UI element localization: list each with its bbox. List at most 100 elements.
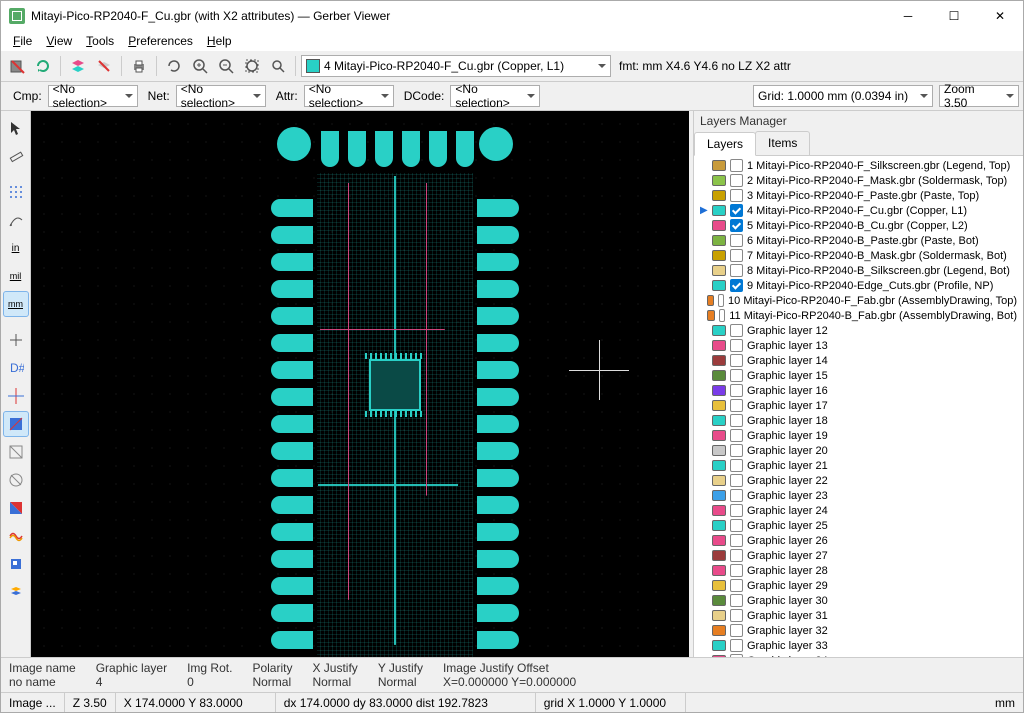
mm-unit-icon[interactable]: mm	[3, 291, 29, 317]
clear-layer-icon[interactable]	[92, 54, 116, 78]
cursor-shape-icon[interactable]	[3, 327, 29, 353]
cmp-dropdown[interactable]: <No selection>	[48, 85, 138, 107]
zoom-in-icon[interactable]	[188, 54, 212, 78]
axis-origin-icon[interactable]	[3, 383, 29, 409]
layer-row[interactable]: Graphic layer 20	[694, 443, 1023, 458]
layer-row[interactable]: Graphic layer 21	[694, 458, 1023, 473]
zoom-selection-icon[interactable]	[266, 54, 290, 78]
layer-row[interactable]: 1 Mitayi-Pico-RP2040-F_Silkscreen.gbr (L…	[694, 158, 1023, 173]
layer-checkbox[interactable]	[730, 504, 743, 517]
zoom-redraw-icon[interactable]	[162, 54, 186, 78]
tab-items[interactable]: Items	[755, 131, 810, 155]
layers-icon[interactable]	[66, 54, 90, 78]
grid-icon[interactable]	[3, 179, 29, 205]
layer-row[interactable]: 3 Mitayi-Pico-RP2040-F_Paste.gbr (Paste,…	[694, 188, 1023, 203]
layer-checkbox[interactable]	[718, 294, 724, 307]
dcode-display-icon[interactable]: D#	[3, 355, 29, 381]
layer-checkbox[interactable]	[730, 549, 743, 562]
layer-checkbox[interactable]	[730, 564, 743, 577]
delete-all-icon[interactable]	[5, 54, 29, 78]
layer-checkbox[interactable]	[730, 594, 743, 607]
layer-checkbox[interactable]	[730, 474, 743, 487]
maximize-button[interactable]: ☐	[931, 1, 977, 31]
sketch-lines-icon[interactable]	[3, 411, 29, 437]
minimize-button[interactable]: ─	[885, 1, 931, 31]
layer-row[interactable]: Graphic layer 17	[694, 398, 1023, 413]
layer-checkbox[interactable]	[730, 174, 743, 187]
menu-view[interactable]: View	[40, 32, 78, 50]
layer-checkbox[interactable]	[730, 384, 743, 397]
layer-checkbox[interactable]	[730, 534, 743, 547]
layer-row[interactable]: Graphic layer 22	[694, 473, 1023, 488]
measure-tool-icon[interactable]	[3, 143, 29, 169]
layer-checkbox[interactable]	[730, 444, 743, 457]
inches-unit-icon[interactable]: in	[3, 235, 29, 261]
high-contrast-icon[interactable]	[3, 551, 29, 577]
layer-checkbox[interactable]	[730, 519, 743, 532]
zoom-fit-icon[interactable]	[240, 54, 264, 78]
layer-row[interactable]: Graphic layer 31	[694, 608, 1023, 623]
layer-checkbox[interactable]	[730, 279, 743, 292]
layer-row[interactable]: Graphic layer 14	[694, 353, 1023, 368]
layer-checkbox[interactable]	[730, 234, 743, 247]
menu-help[interactable]: Help	[201, 32, 238, 50]
layer-checkbox[interactable]	[730, 249, 743, 262]
layer-row[interactable]: Graphic layer 16	[694, 383, 1023, 398]
layer-dropdown[interactable]: 4 Mitayi-Pico-RP2040-F_Cu.gbr (Copper, L…	[301, 55, 611, 77]
layer-row[interactable]: Graphic layer 24	[694, 503, 1023, 518]
layer-row[interactable]: Graphic layer 15	[694, 368, 1023, 383]
layer-checkbox[interactable]	[730, 429, 743, 442]
sketch-polygon-icon[interactable]	[3, 467, 29, 493]
layer-row[interactable]: 7 Mitayi-Pico-RP2040-B_Mask.gbr (Solderm…	[694, 248, 1023, 263]
layer-row[interactable]: 8 Mitayi-Pico-RP2040-B_Silkscreen.gbr (L…	[694, 263, 1023, 278]
diff-mode-icon[interactable]	[3, 523, 29, 549]
layer-list[interactable]: 1 Mitayi-Pico-RP2040-F_Silkscreen.gbr (L…	[694, 156, 1023, 657]
layer-checkbox[interactable]	[730, 204, 743, 217]
layer-checkbox[interactable]	[730, 579, 743, 592]
tab-layers[interactable]: Layers	[694, 132, 756, 156]
layer-checkbox[interactable]	[730, 354, 743, 367]
layer-row[interactable]: Graphic layer 28	[694, 563, 1023, 578]
layer-row[interactable]: Graphic layer 13	[694, 338, 1023, 353]
layer-checkbox[interactable]	[730, 369, 743, 382]
layer-checkbox[interactable]	[730, 219, 743, 232]
sketch-flash-icon[interactable]	[3, 439, 29, 465]
zoom-out-icon[interactable]	[214, 54, 238, 78]
attr-dropdown[interactable]: <No selection>	[304, 85, 394, 107]
layer-row[interactable]: Graphic layer 29	[694, 578, 1023, 593]
layer-checkbox[interactable]	[730, 639, 743, 652]
menu-file[interactable]: File	[7, 32, 38, 50]
layer-checkbox[interactable]	[730, 399, 743, 412]
layer-row[interactable]: Graphic layer 33	[694, 638, 1023, 653]
layer-row[interactable]: Graphic layer 18	[694, 413, 1023, 428]
layer-checkbox[interactable]	[730, 624, 743, 637]
net-dropdown[interactable]: <No selection>	[176, 85, 266, 107]
layer-checkbox[interactable]	[730, 609, 743, 622]
layer-checkbox[interactable]	[730, 459, 743, 472]
layer-row[interactable]: Graphic layer 26	[694, 533, 1023, 548]
reload-icon[interactable]	[31, 54, 55, 78]
layer-row[interactable]: Graphic layer 23	[694, 488, 1023, 503]
menu-preferences[interactable]: Preferences	[122, 32, 199, 50]
layer-checkbox[interactable]	[730, 414, 743, 427]
layer-checkbox[interactable]	[730, 489, 743, 502]
layer-row[interactable]: 6 Mitayi-Pico-RP2040-B_Paste.gbr (Paste,…	[694, 233, 1023, 248]
pcb-canvas[interactable]	[31, 111, 689, 657]
print-icon[interactable]	[127, 54, 151, 78]
layer-row[interactable]: 9 Mitayi-Pico-RP2040-Edge_Cuts.gbr (Prof…	[694, 278, 1023, 293]
layer-row[interactable]: Graphic layer 30	[694, 593, 1023, 608]
layer-checkbox[interactable]	[730, 324, 743, 337]
polar-coord-icon[interactable]	[3, 207, 29, 233]
layer-checkbox[interactable]	[730, 159, 743, 172]
layer-row[interactable]: ▶4 Mitayi-Pico-RP2040-F_Cu.gbr (Copper, …	[694, 203, 1023, 218]
layer-checkbox[interactable]	[730, 339, 743, 352]
layer-row[interactable]: 5 Mitayi-Pico-RP2040-B_Cu.gbr (Copper, L…	[694, 218, 1023, 233]
layer-row[interactable]: 2 Mitayi-Pico-RP2040-F_Mask.gbr (Solderm…	[694, 173, 1023, 188]
close-button[interactable]: ✕	[977, 1, 1023, 31]
layer-checkbox[interactable]	[730, 189, 743, 202]
ghost-negative-icon[interactable]	[3, 495, 29, 521]
menu-tools[interactable]: Tools	[80, 32, 120, 50]
cursor-tool-icon[interactable]	[3, 115, 29, 141]
layer-row[interactable]: 11 Mitayi-Pico-RP2040-B_Fab.gbr (Assembl…	[694, 308, 1023, 323]
layer-row[interactable]: Graphic layer 19	[694, 428, 1023, 443]
